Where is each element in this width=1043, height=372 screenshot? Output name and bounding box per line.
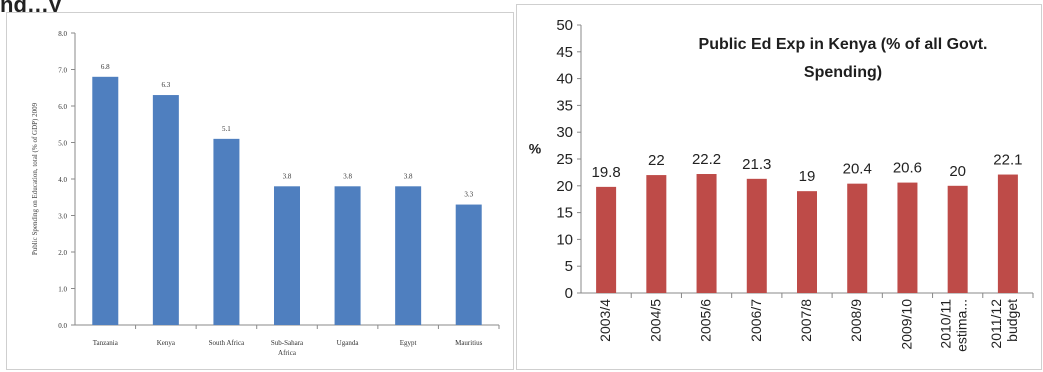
category-label: 2008/9 — [848, 299, 864, 342]
bar — [596, 186, 617, 293]
data-label: 21.3 — [742, 156, 771, 173]
data-label: 3.8 — [283, 172, 292, 180]
kenya-education-share-chart-panel: 0 5 10 15 20 25 30 35 40 45 50% Public Ed Exp in Ke… — [516, 4, 1042, 370]
category-label: 2004/5 — [647, 299, 663, 342]
category-label: 2007/8 — [798, 299, 814, 342]
data-label: 19.8 — [592, 164, 621, 181]
y-tick-label: 2.0 — [58, 249, 67, 257]
bar — [92, 76, 119, 325]
data-label: 3.8 — [343, 172, 352, 180]
y-tick-label: 6.0 — [58, 103, 67, 111]
category-label-line2: budget — [1004, 299, 1020, 342]
category-label: Tanzania — [93, 339, 119, 347]
education-gdp-chart: 0.0 1.0 2.0 3.0 4.0 5.0 6.0 7.0 8.0 Public Spendi… — [31, 30, 500, 357]
data-label: 20 — [949, 163, 966, 180]
data-label: 22.1 — [993, 152, 1022, 169]
bar — [947, 185, 968, 293]
y-tick-label: 20 — [556, 178, 573, 195]
y-tick-label: 5.0 — [58, 140, 67, 148]
bar — [455, 204, 482, 325]
chart-title: Public Ed Exp in Kenya (% of all Govt. — [699, 36, 988, 53]
category-label: Mauritius — [455, 339, 482, 347]
data-label: 22 — [648, 152, 665, 169]
category-label-line2: Africa — [278, 349, 297, 357]
data-label: 22.2 — [692, 151, 721, 168]
bar — [152, 95, 179, 325]
kenya-education-share-chart: 0 5 10 15 20 25 30 35 40 45 50% Public Ed Exp in Ke… — [529, 17, 1034, 352]
y-tick-label: 8.0 — [58, 30, 67, 38]
data-label: 19 — [799, 168, 816, 185]
y-tick-label: 5 — [565, 258, 573, 275]
y-tick-label: 45 — [556, 44, 573, 61]
y-tick-label: 7.0 — [58, 67, 67, 75]
category-label: 2010/11 — [938, 299, 954, 349]
bar — [847, 183, 868, 293]
education-gdp-chart-panel: 0.0 1.0 2.0 3.0 4.0 5.0 6.0 7.0 8.0 Public Spendi… — [6, 12, 514, 370]
y-tick-label: 30 — [556, 124, 573, 141]
category-label: 2006/7 — [748, 299, 764, 342]
y-tick-label: 50 — [556, 17, 573, 34]
category-label: 2011/12 — [988, 299, 1004, 349]
category-label: 2005/6 — [698, 299, 714, 342]
category-label: 2003/4 — [597, 299, 613, 342]
data-label: 6.8 — [101, 63, 110, 71]
bar — [997, 174, 1018, 293]
chart-title-line2: Spending) — [804, 64, 882, 81]
data-label: 3.3 — [464, 191, 473, 199]
bar — [746, 178, 767, 293]
category-label: Uganda — [337, 339, 360, 347]
data-label: 6.3 — [161, 81, 170, 89]
bar — [213, 138, 240, 325]
category-label: 2009/10 — [898, 299, 914, 350]
y-tick-label: 1.0 — [58, 286, 67, 294]
y-tick-label: 10 — [556, 231, 573, 248]
bar — [797, 191, 817, 293]
category-label-line2: estima... — [954, 299, 970, 352]
y-tick-label: 4.0 — [58, 176, 67, 184]
category-label: Kenya — [157, 339, 176, 347]
y-tick-label: 15 — [556, 205, 573, 222]
data-label: 5.1 — [222, 125, 231, 133]
y-tick-label: 40 — [556, 71, 573, 88]
y-tick-label: 3.0 — [58, 213, 67, 221]
category-label: South Africa — [209, 339, 245, 347]
bar — [334, 186, 361, 325]
bar — [897, 182, 918, 293]
bar — [646, 175, 667, 293]
y-axis-label: % — [529, 140, 542, 156]
data-label: 20.6 — [893, 160, 922, 177]
y-tick-label: 35 — [556, 97, 573, 114]
data-label: 3.8 — [404, 172, 413, 180]
category-label: Egypt — [400, 339, 417, 347]
category-label: Sub-Sahara — [271, 339, 304, 347]
y-axis-label: Public Spending on Education, total (% o… — [31, 102, 39, 255]
bar — [395, 186, 422, 325]
bar — [274, 186, 300, 325]
bar — [696, 174, 717, 293]
y-tick-label: 0 — [565, 285, 573, 302]
y-tick-label: 25 — [556, 151, 573, 168]
data-label: 20.4 — [843, 161, 872, 178]
y-tick-label: 0.0 — [58, 322, 67, 330]
